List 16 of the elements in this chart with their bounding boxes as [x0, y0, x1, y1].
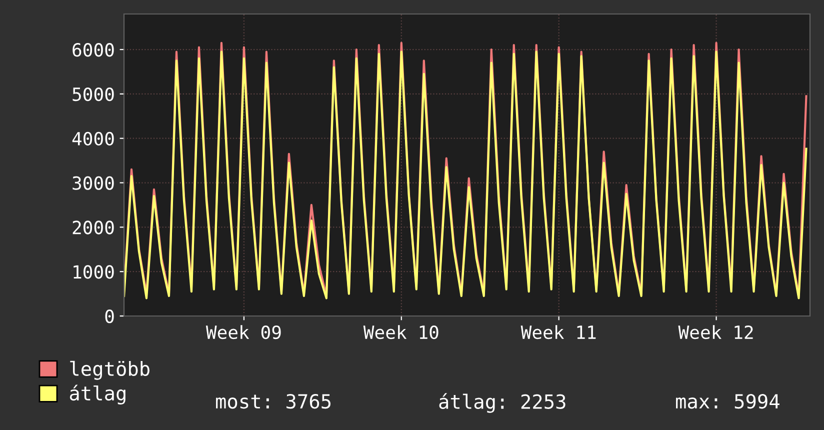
text: most: 3765 — [216, 394, 331, 409]
y-tick-label: 4000 — [72, 132, 114, 146]
legend-label: átlag — [70, 384, 126, 404]
y-tick-label: 2000 — [72, 220, 114, 234]
legend-label: legtöbb — [70, 360, 150, 380]
y-tick-label: 3000 — [72, 176, 114, 190]
y-tick-label: 6000 — [72, 43, 114, 57]
text: átlag: 2253 — [439, 393, 566, 413]
y-tick-label: 5000 — [72, 87, 114, 102]
text: max: 5994 — [676, 394, 780, 409]
x-tick-label: Week 09 — [206, 325, 281, 340]
y-tick-label: 1000 — [74, 265, 114, 279]
x-tick-label: Week 12 — [678, 325, 753, 340]
y-tick-label: 0 — [105, 310, 114, 324]
x-tick-label: Week 10 — [363, 325, 438, 340]
x-tick-label: Week 11 — [520, 325, 596, 340]
